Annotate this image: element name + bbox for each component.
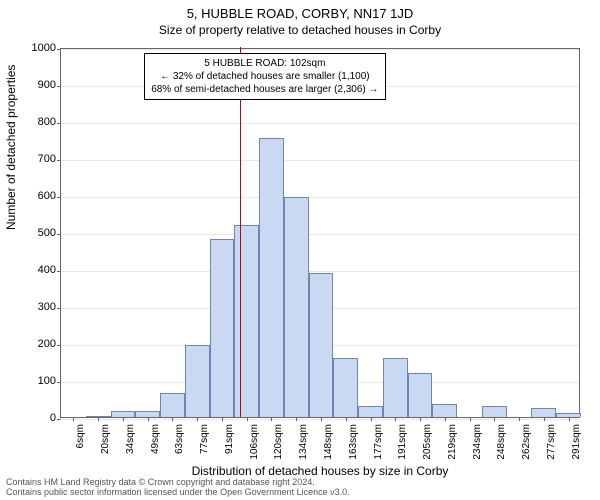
x-tick-label: 106sqm — [249, 424, 260, 460]
y-tick — [57, 123, 61, 124]
histogram-bar — [482, 406, 507, 417]
histogram-bar — [234, 225, 259, 417]
x-tick — [172, 417, 173, 421]
y-tick-label: 800 — [38, 116, 56, 128]
annotation-line: 5 HUBBLE ROAD: 102sqm — [151, 57, 378, 70]
x-tick-label: 219sqm — [447, 424, 458, 460]
histogram-bar — [210, 239, 235, 417]
histogram-bar — [259, 138, 284, 417]
y-tick — [57, 345, 61, 346]
y-tick — [57, 160, 61, 161]
y-tick — [57, 308, 61, 309]
x-tick — [371, 417, 372, 421]
x-tick — [544, 417, 545, 421]
x-tick — [395, 417, 396, 421]
y-axis-label: Number of detached properties — [4, 65, 18, 230]
grid-line — [61, 49, 579, 50]
x-tick-label: 49sqm — [150, 424, 161, 454]
x-tick — [420, 417, 421, 421]
histogram-bar — [160, 393, 185, 417]
grid-line — [61, 123, 579, 124]
reference-line — [240, 47, 241, 417]
histogram-bar — [408, 373, 433, 417]
x-tick-label: 163sqm — [348, 424, 359, 460]
x-tick-label: 277sqm — [546, 424, 557, 460]
y-tick — [57, 271, 61, 272]
grid-line — [61, 234, 579, 235]
x-tick-label: 77sqm — [199, 424, 210, 454]
x-tick — [346, 417, 347, 421]
x-tick — [296, 417, 297, 421]
y-tick-label: 1000 — [32, 42, 56, 54]
y-tick — [57, 86, 61, 87]
x-tick — [569, 417, 570, 421]
y-tick-label: 400 — [38, 264, 56, 276]
x-tick — [271, 417, 272, 421]
histogram-bar — [383, 358, 408, 417]
plot-area: 5 HUBBLE ROAD: 102sqm← 32% of detached h… — [60, 48, 580, 418]
grid-line — [61, 197, 579, 198]
x-tick — [123, 417, 124, 421]
x-tick — [197, 417, 198, 421]
x-tick — [247, 417, 248, 421]
y-tick-label: 300 — [38, 301, 56, 313]
annotation-line: 68% of semi-detached houses are larger (… — [151, 83, 378, 96]
histogram-bar — [531, 408, 556, 417]
y-tick — [57, 49, 61, 50]
x-tick-label: 34sqm — [125, 424, 136, 454]
x-tick — [519, 417, 520, 421]
x-tick-label: 291sqm — [571, 424, 582, 460]
y-tick — [57, 419, 61, 420]
x-tick-label: 248sqm — [496, 424, 507, 460]
y-tick-label: 500 — [38, 227, 56, 239]
x-axis-label: Distribution of detached houses by size … — [60, 464, 580, 478]
annotation-line: ← 32% of detached houses are smaller (1,… — [151, 70, 378, 83]
x-tick — [73, 417, 74, 421]
y-tick-label: 100 — [38, 375, 56, 387]
y-tick-label: 700 — [38, 153, 56, 165]
x-tick — [445, 417, 446, 421]
x-tick-label: 134sqm — [298, 424, 309, 460]
x-tick — [148, 417, 149, 421]
x-tick-label: 148sqm — [323, 424, 334, 460]
x-tick-label: 63sqm — [174, 424, 185, 454]
histogram-bar — [185, 345, 210, 417]
y-tick-label: 0 — [50, 412, 56, 424]
x-tick-label: 120sqm — [273, 424, 284, 460]
footer-line-2: Contains public sector information licen… — [6, 487, 350, 497]
y-tick-label: 600 — [38, 190, 56, 202]
histogram-bar — [284, 197, 309, 417]
grid-line — [61, 160, 579, 161]
y-tick — [57, 197, 61, 198]
grid-line — [61, 419, 579, 420]
x-tick — [470, 417, 471, 421]
x-tick-label: 191sqm — [397, 424, 408, 460]
x-tick-label: 6sqm — [75, 424, 86, 448]
histogram-bar — [432, 404, 457, 417]
y-tick-label: 900 — [38, 79, 56, 91]
x-tick-label: 20sqm — [100, 424, 111, 454]
footer-attribution: Contains HM Land Registry data © Crown c… — [6, 478, 350, 498]
histogram-bar — [358, 406, 383, 417]
chart-subtitle: Size of property relative to detached ho… — [0, 21, 600, 41]
x-tick — [222, 417, 223, 421]
annotation-box: 5 HUBBLE ROAD: 102sqm← 32% of detached h… — [144, 53, 385, 100]
x-tick-label: 177sqm — [373, 424, 384, 460]
x-tick-label: 91sqm — [224, 424, 235, 454]
x-tick-label: 234sqm — [472, 424, 483, 460]
y-tick — [57, 234, 61, 235]
footer-line-1: Contains HM Land Registry data © Crown c… — [6, 477, 315, 487]
histogram-bar — [309, 273, 334, 417]
y-tick-label: 200 — [38, 338, 56, 350]
x-tick — [321, 417, 322, 421]
histogram-bar — [333, 358, 358, 417]
chart-title: 5, HUBBLE ROAD, CORBY, NN17 1JD — [0, 0, 600, 21]
x-tick-label: 262sqm — [521, 424, 532, 460]
x-tick — [494, 417, 495, 421]
y-tick — [57, 382, 61, 383]
x-tick-label: 205sqm — [422, 424, 433, 460]
x-tick — [98, 417, 99, 421]
